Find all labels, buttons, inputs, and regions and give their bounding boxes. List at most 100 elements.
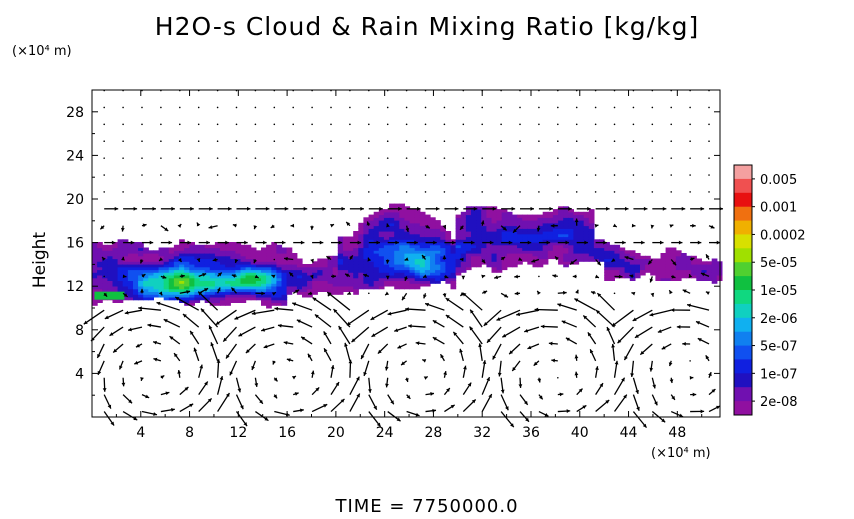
vector-head xyxy=(462,292,467,297)
vector-dot xyxy=(330,106,332,109)
field-cell xyxy=(363,269,370,273)
field-cell xyxy=(322,288,329,292)
field-cell xyxy=(450,261,457,265)
field-cell xyxy=(552,222,559,227)
field-cell xyxy=(665,253,672,257)
field-cell xyxy=(419,269,426,273)
field-cell xyxy=(373,266,380,271)
field-cell xyxy=(563,211,569,216)
field-cell xyxy=(481,231,487,235)
vector-dot xyxy=(670,191,673,193)
field-cell xyxy=(194,250,201,254)
field-cell xyxy=(97,244,103,249)
field-cell xyxy=(173,277,180,281)
vector-head xyxy=(209,206,213,211)
field-cell xyxy=(245,244,252,249)
field-cell xyxy=(696,275,702,279)
field-cell xyxy=(204,264,211,268)
field-cell xyxy=(204,283,211,287)
field-cell xyxy=(122,288,129,292)
vector-head xyxy=(121,382,126,387)
vector-dot xyxy=(481,123,484,126)
field-cell xyxy=(225,269,231,273)
field-cell xyxy=(373,280,380,284)
field-cell xyxy=(558,211,564,216)
field-cell xyxy=(501,253,508,257)
field-cell xyxy=(322,280,329,284)
field-cell xyxy=(517,244,523,249)
field-cell xyxy=(235,280,242,284)
field-cell xyxy=(255,277,262,281)
field-cell xyxy=(358,236,364,240)
field-cell xyxy=(281,247,288,251)
field-cell xyxy=(619,247,626,251)
vector-dot xyxy=(178,157,181,159)
vector-head xyxy=(641,240,645,245)
field-cell xyxy=(532,255,539,260)
field-cell xyxy=(542,253,549,257)
field-cell xyxy=(552,217,559,221)
field-cell xyxy=(573,242,580,246)
field-cell xyxy=(194,244,201,249)
field-cell xyxy=(629,266,636,271)
field-cell xyxy=(588,239,595,243)
field-cell xyxy=(706,269,713,273)
vector-head xyxy=(385,275,390,280)
field-cell xyxy=(327,283,334,287)
field-cell xyxy=(532,242,539,246)
field-cell xyxy=(266,294,272,298)
vector-head xyxy=(509,350,514,355)
field-cell xyxy=(537,264,544,268)
field-cell xyxy=(675,275,682,279)
field-cell xyxy=(430,264,436,268)
vector-shaft xyxy=(462,292,483,311)
field-cell xyxy=(409,277,416,281)
field-cell xyxy=(419,242,426,246)
field-cell xyxy=(373,283,380,287)
vector-head xyxy=(187,240,191,245)
field-cell xyxy=(460,231,467,235)
field-cell xyxy=(102,264,108,268)
vector-head xyxy=(200,308,205,313)
vector-head xyxy=(190,206,194,211)
field-cell xyxy=(158,283,165,287)
field-cell xyxy=(537,214,544,218)
field-cell xyxy=(614,250,621,254)
field-cell xyxy=(430,269,436,273)
vector-dot xyxy=(424,140,427,143)
field-cell xyxy=(537,258,544,262)
field-cell xyxy=(378,247,385,251)
vector-dot xyxy=(160,106,162,109)
field-cell xyxy=(204,253,211,257)
vector-head xyxy=(153,357,158,362)
vector-dot xyxy=(462,157,465,159)
vector-shaft xyxy=(595,309,615,328)
field-cell xyxy=(419,280,426,284)
field-cell xyxy=(409,209,416,213)
vector-head xyxy=(442,255,447,260)
field-cell xyxy=(204,255,211,260)
field-cell xyxy=(179,288,185,292)
field-cell xyxy=(481,244,487,249)
vector-head xyxy=(404,276,409,281)
field-cell xyxy=(512,233,518,238)
field-cell xyxy=(148,297,154,301)
field-cell xyxy=(240,280,247,284)
field-cell xyxy=(368,236,375,240)
field-cell xyxy=(358,258,364,262)
vector-head xyxy=(636,406,640,411)
field-cell xyxy=(419,247,426,251)
field-cell xyxy=(271,269,277,273)
field-cell xyxy=(112,266,119,271)
field-cell xyxy=(568,225,574,229)
field-cell xyxy=(506,225,513,229)
vector-shaft xyxy=(333,308,351,328)
x-tick-label: 36 xyxy=(522,425,540,441)
field-cell xyxy=(711,280,718,284)
vector-dot xyxy=(386,174,389,176)
field-cell xyxy=(112,286,119,290)
field-cell xyxy=(184,253,190,257)
field-cell xyxy=(476,239,482,243)
field-cell xyxy=(512,250,518,254)
field-cell xyxy=(302,272,308,276)
